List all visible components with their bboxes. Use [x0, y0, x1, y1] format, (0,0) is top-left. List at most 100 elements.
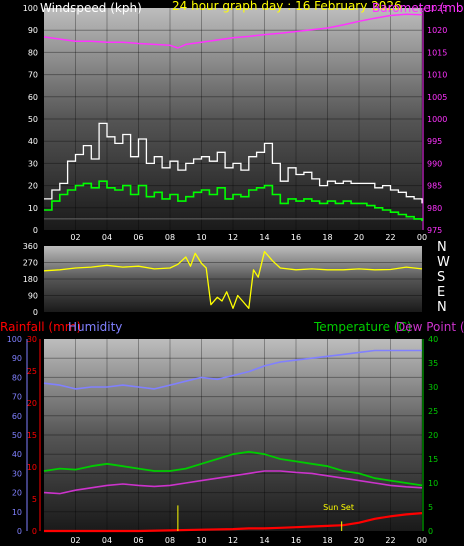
humidity-tick-label: 20	[12, 489, 22, 498]
temp-x-tick-label: 22	[385, 536, 395, 545]
humidity-tick-label: 30	[12, 469, 22, 478]
wind-x-tick-label: 12	[228, 233, 238, 242]
dewpoint-series	[43, 470, 423, 495]
windspeed-tick-label: 0	[33, 226, 38, 235]
windspeed-tick-label: 20	[28, 182, 38, 191]
windspeed-axis-title: Windspeed (kph)	[40, 1, 142, 15]
temp-x-tick-label: 18	[322, 536, 332, 545]
compass-n-bottom: N	[437, 300, 447, 315]
temperature-tick-label: 40	[428, 335, 438, 344]
humidity-axis-title: Humidity	[68, 320, 122, 334]
temperature-tick-label: 5	[428, 503, 433, 512]
wind-gust-series	[44, 122, 423, 204]
windspeed-tick-label: 10	[28, 204, 38, 213]
direction-tick-label: 180	[23, 275, 38, 284]
barometer-tick-label: 1015	[427, 48, 447, 57]
temperature-tick-label: 25	[428, 407, 438, 416]
temp-x-tick-label: 08	[165, 536, 175, 545]
windspeed-tick-label: 30	[28, 159, 38, 168]
wind-x-tick-label: 16	[291, 233, 301, 242]
wind-x-tick-label: 02	[70, 233, 80, 242]
humidity-tick-label: 10	[12, 508, 22, 517]
temp-x-tick-label: 06	[133, 536, 143, 545]
direction-tick-label: 0	[33, 308, 38, 317]
rainfall-tick-label: 30	[27, 335, 37, 344]
rainfall-tick-label: 25	[27, 367, 37, 376]
barometer-tick-label: 990	[427, 159, 442, 168]
barometer-axis-title: Barometer (mb)	[372, 1, 464, 15]
barometer-tick-label: 980	[427, 204, 442, 213]
windspeed-tick-label: 80	[28, 48, 38, 57]
barometer-tick-label: 1025	[427, 4, 447, 13]
barometer-tick-label: 995	[427, 137, 442, 146]
windspeed-tick-label: 60	[28, 93, 38, 102]
compass-w: W	[437, 255, 450, 270]
temp-x-tick-label: 12	[228, 536, 238, 545]
barometer-tick-label: 985	[427, 182, 442, 191]
temperature-tick-label: 0	[428, 527, 433, 536]
wind-x-tick-label: 08	[165, 233, 175, 242]
rainfall-tick-label: 20	[27, 399, 37, 408]
wind-x-tick-label: 10	[196, 233, 206, 242]
direction-tick-label: 270	[23, 259, 38, 268]
direction-tick-label: 360	[23, 242, 38, 251]
temp-x-tick-label: 04	[102, 536, 112, 545]
humidity-series	[43, 349, 422, 390]
wind-direction-series	[43, 250, 423, 309]
temp-x-tick-label: 10	[196, 536, 206, 545]
barometer-tick-label: 1020	[427, 26, 447, 35]
wind-x-tick-label: 04	[102, 233, 112, 242]
barometer-tick-label: 1000	[427, 115, 447, 124]
wind-x-tick-label: 20	[354, 233, 364, 242]
compass-e: E	[437, 285, 445, 300]
humidity-tick-label: 40	[12, 450, 22, 459]
humidity-tick-label: 60	[12, 412, 22, 421]
wind-x-tick-label: 06	[133, 233, 143, 242]
temp-x-tick-label: 16	[291, 536, 301, 545]
temp-x-tick-label: 00	[417, 536, 427, 545]
rainfall-series	[44, 512, 423, 533]
humidity-tick-label: 80	[12, 373, 22, 382]
humidity-tick-label: 70	[12, 393, 22, 402]
wind-x-tick-label: 22	[385, 233, 395, 242]
rainfall-axis-title: Rainfall (mm)	[0, 320, 81, 334]
graph-title: 24 hour graph day : 16 February 2026	[172, 0, 402, 13]
barometer-tick-label: 1010	[427, 71, 447, 80]
humidity-tick-label: 0	[17, 527, 22, 536]
temperature-series	[43, 450, 423, 487]
wind-baro-panel	[44, 8, 422, 230]
dewpoint-axis-title: Dew Point (C)	[396, 320, 464, 334]
barometer-tick-label: 1005	[427, 93, 447, 102]
temp-humidity-panel	[44, 339, 422, 531]
sunset-annotation: Sun Set	[323, 503, 354, 512]
humidity-tick-label: 90	[12, 354, 22, 363]
windspeed-tick-label: 90	[28, 26, 38, 35]
compass-n-top: N	[437, 240, 447, 255]
direction-tick-label: 90	[28, 292, 38, 301]
humidity-tick-label: 100	[7, 335, 22, 344]
temperature-tick-label: 20	[428, 431, 438, 440]
temperature-tick-label: 30	[428, 383, 438, 392]
wind-x-tick-label: 14	[259, 233, 269, 242]
wind-average-series	[44, 180, 423, 222]
temp-x-tick-label: 02	[70, 536, 80, 545]
rainfall-tick-label: 10	[27, 463, 37, 472]
barometer-tick-label: 975	[427, 226, 442, 235]
rainfall-tick-label: 15	[27, 431, 37, 440]
windspeed-tick-label: 40	[28, 137, 38, 146]
temperature-axis-title: Temperature (C)	[313, 320, 412, 334]
windspeed-tick-label: 100	[23, 4, 38, 13]
direction-panel	[44, 246, 422, 312]
temperature-tick-label: 10	[428, 479, 438, 488]
rainfall-tick-label: 0	[32, 527, 37, 536]
temp-x-tick-label: 20	[354, 536, 364, 545]
barometer-series	[43, 13, 423, 49]
compass-s: S	[437, 270, 445, 285]
windspeed-tick-label: 50	[28, 115, 38, 124]
temperature-tick-label: 35	[428, 359, 438, 368]
wind-x-tick-label: 00	[417, 233, 427, 242]
wind-x-tick-label: 18	[322, 233, 332, 242]
humidity-tick-label: 50	[12, 431, 22, 440]
temperature-tick-label: 15	[428, 455, 438, 464]
